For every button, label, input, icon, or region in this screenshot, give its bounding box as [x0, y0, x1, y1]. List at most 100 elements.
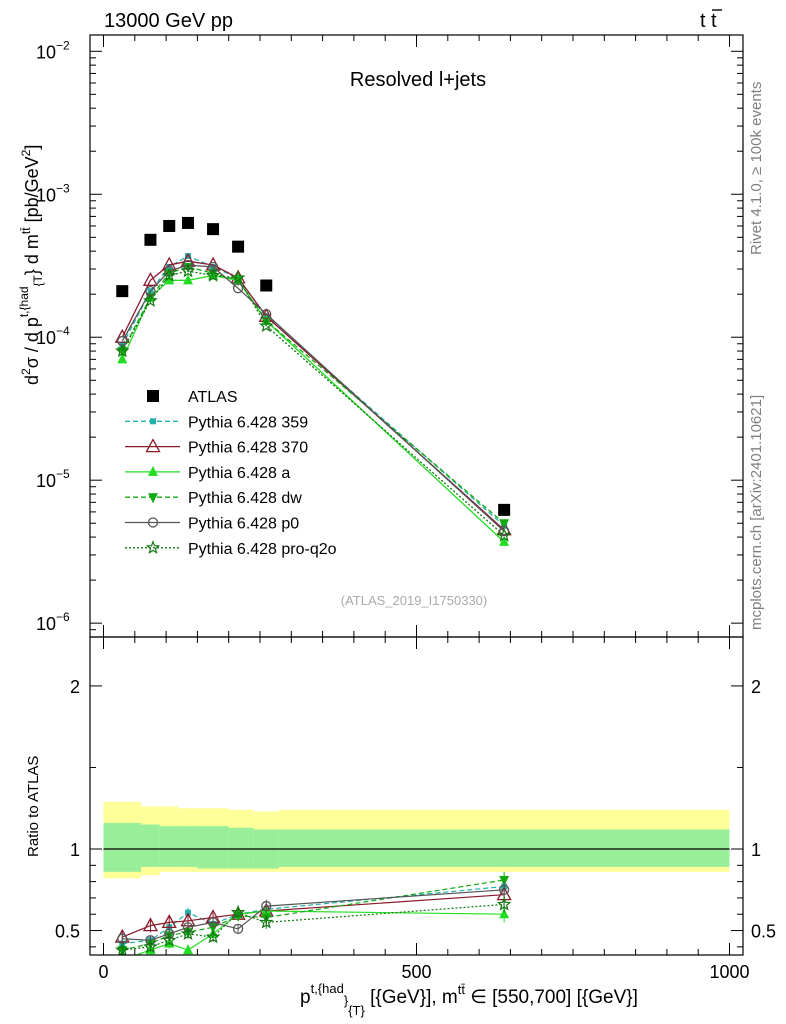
ratio-point-pythia-6-428-pro-q2o [259, 914, 274, 929]
ratio-point-pythia-6-428-pro-q2o [143, 939, 158, 954]
x-axis-label: pt,{had}{T} [{GeV}], mtt̄ ∈ [550,700] [{… [300, 981, 638, 1018]
data-point-atlas [144, 233, 157, 246]
process-label: t t [700, 9, 722, 32]
data-point-pythia-6-428-dw [499, 519, 510, 530]
data-point-atlas [207, 223, 220, 236]
x-tick-label: 500 [401, 962, 431, 982]
ratio-line-pythia-6-428-359 [122, 885, 505, 945]
ratio-point-pythia-6-428-p0 [232, 923, 244, 935]
inner-uncertainty-band [141, 824, 160, 867]
upper-y-tick-label: 10−2 [36, 38, 70, 62]
data-point-pythia-6-428-pro-q2o [180, 263, 196, 278]
data-point-pythia-6-428-dw [261, 316, 272, 327]
data-point-pythia-6-428-pro-q2o [205, 267, 221, 282]
legend-marker-pythia-6-428-359 [150, 418, 156, 425]
data-point-pythia-6-428-pro-q2o [259, 318, 274, 333]
series-line-pythia-6-428-a [121, 274, 505, 543]
data-point-pythia-6-428-370 [142, 271, 159, 286]
lower-y-tick-label-left: 0.5 [55, 922, 80, 942]
ratio-point-pythia-6-428-370 [161, 914, 177, 929]
ratio-point-pythia-6-428-p0 [498, 884, 510, 895]
data-point-pythia-6-428-a [164, 274, 175, 285]
inner-uncertainty-band [159, 826, 179, 867]
ratio-point-pythia-6-428-pro-q2o [496, 896, 512, 911]
legend-marker-pythia-6-428-a [148, 465, 158, 476]
lower-y-tick-label-left: 1 [70, 840, 80, 860]
upper-y-tick-label: 10−3 [36, 181, 70, 205]
data-point-pythia-6-428-p0 [207, 261, 219, 273]
chart-title: Resolved l+jets [350, 69, 486, 91]
legend-label-pythia-6-428-359: Pythia 6.428 359 [188, 414, 308, 431]
data-point-pythia-6-428-a [499, 535, 510, 546]
ratio-point-pythia-6-428-dw [499, 875, 510, 886]
data-point-pythia-6-428-pro-q2o [143, 293, 158, 307]
upper-y-tick-label: 10−4 [36, 324, 70, 348]
ratio-point-pythia-6-428-p0 [207, 917, 219, 928]
energy-label: 13000 GeV pp [104, 10, 233, 32]
data-point-atlas [498, 503, 511, 516]
inner-uncertainty-band [197, 826, 229, 869]
ratio-point-pythia-6-428-a [183, 944, 194, 955]
data-point-atlas [182, 216, 195, 229]
data-point-pythia-6-428-a [183, 274, 194, 285]
data-point-pythia-6-428-dw [164, 269, 175, 280]
legend-label-atlas: ATLAS [188, 389, 238, 406]
data-point-pythia-6-428-359 [185, 252, 192, 259]
ratio-point-pythia-6-428-pro-q2o [115, 942, 130, 957]
data-point-pythia-6-428-pro-q2o [496, 527, 512, 542]
x-tick-label: 1000 [709, 962, 749, 982]
upper-y-tick-label: 10−6 [36, 610, 70, 634]
lower-y-tick-label-right: 1 [751, 840, 761, 860]
inner-uncertainty-band [178, 826, 198, 867]
legend-marker-pythia-6-428-dw [148, 493, 158, 504]
ratio-line-pythia-6-428-p0 [122, 889, 505, 941]
data-point-pythia-6-428-p0 [232, 283, 244, 294]
legend-marker-pythia-6-428-pro-q2o [145, 540, 161, 555]
lower-y-tick-label-right: 0.5 [751, 922, 776, 942]
legend-label-pythia-6-428-p0: Pythia 6.428 p0 [188, 516, 299, 533]
series-line-pythia-6-428-359 [121, 255, 505, 527]
inner-uncertainty-band [278, 829, 730, 867]
ratio-point-pythia-6-428-370 [142, 917, 159, 932]
upper-y-axis-label: d2σ / d pt,{had{T} d mtt̄ [pb/GeV2] [17, 145, 45, 385]
process-label-bar: t [711, 10, 717, 32]
legend-marker-pythia-6-428-p0 [147, 517, 159, 528]
inner-uncertainty-band [103, 822, 142, 872]
lower-y-axis-label: Ratio to ATLAS [25, 756, 42, 857]
data-point-pythia-6-428-dw [208, 269, 219, 280]
x-tick-label: 0 [98, 962, 108, 982]
data-point-pythia-6-428-p0 [182, 259, 194, 271]
ratio-point-pythia-6-428-pro-q2o [161, 932, 177, 947]
data-point-atlas [232, 240, 245, 253]
lower-y-tick-label-right: 2 [751, 677, 761, 697]
lower-panel-mask [0, 955, 786, 968]
ratio-point-pythia-6-428-pro-q2o [230, 904, 246, 919]
legend-label-pythia-6-428-pro-q2o: Pythia 6.428 pro-q2o [188, 541, 337, 558]
legend: ATLAS Pythia 6.428 359 Pythia 6.428 370 Pyt… [125, 389, 337, 558]
data-point-pythia-6-428-pro-q2o [230, 270, 246, 285]
ratio-point-pythia-6-428-a [499, 908, 510, 919]
data-point-pythia-6-428-pro-q2o [161, 267, 177, 282]
data-point-atlas [163, 219, 176, 232]
legend-marker-atlas [147, 390, 159, 402]
upper-panel [114, 216, 512, 546]
legend-label-pythia-6-428-dw: Pythia 6.428 dw [188, 490, 302, 507]
upper-y-tick-label: 10−5 [36, 467, 70, 491]
lower-y-tick-label-left: 2 [70, 677, 80, 697]
ratio-point-pythia-6-428-p0 [261, 900, 272, 912]
process-label-base: t [700, 10, 706, 32]
legend-label-pythia-6-428-370: Pythia 6.428 370 [188, 440, 308, 457]
lower-frame [89, 636, 744, 956]
analysis-watermark: (ATLAS_2019_I1750330) [341, 593, 487, 608]
series-line-pythia-6-428-pro-q2o [121, 270, 505, 536]
legend-marker-pythia-6-428-370 [145, 438, 161, 453]
data-point-pythia-6-428-a [117, 353, 128, 364]
ratio-line-pythia-6-428-dw [122, 879, 505, 951]
data-point-atlas [116, 285, 129, 298]
lower-panel [103, 801, 730, 965]
series-line-pythia-6-428-dw [121, 266, 505, 524]
mcplots-label: mcplots.cern.ch [arXiv:2401.10621] [748, 395, 765, 630]
rivet-label: Rivet 4.1.0, ≥ 100k events [748, 82, 765, 255]
ratio-point-pythia-6-428-pro-q2o [180, 926, 196, 941]
